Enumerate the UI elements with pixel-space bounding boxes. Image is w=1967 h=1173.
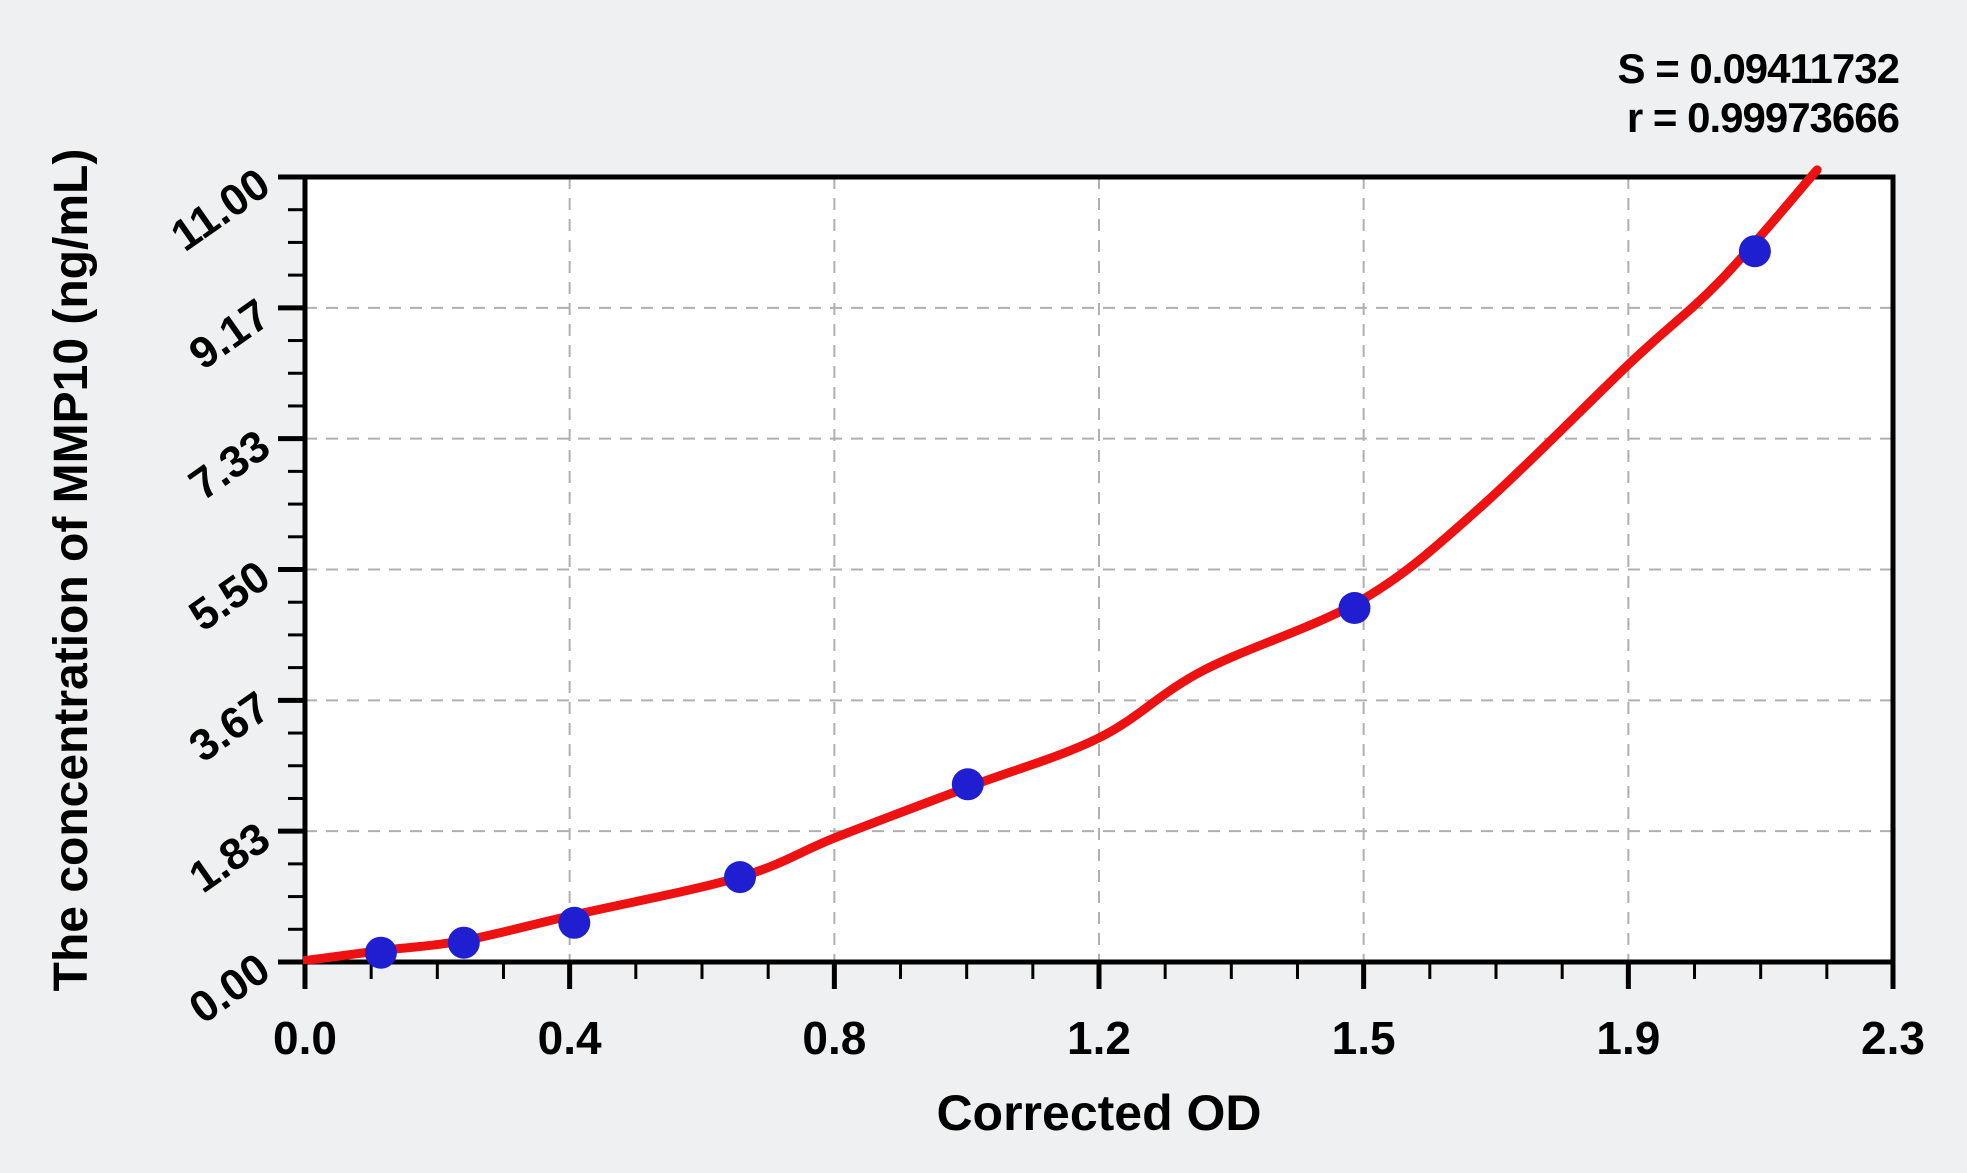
x-tick-label: 0.8 — [802, 1012, 866, 1064]
x-tick-label: 1.5 — [1332, 1012, 1396, 1064]
y-tick-label: 11.00 — [162, 159, 278, 261]
y-tick-label: 3.67 — [180, 682, 278, 771]
y-tick-label: 7.33 — [180, 421, 278, 510]
y-axis-title: The concentration of MMP10 (ng/mL) — [45, 148, 98, 992]
y-tick-label: 9.17 — [180, 290, 278, 379]
x-tick-label: 1.2 — [1067, 1012, 1131, 1064]
data-point — [364, 936, 397, 969]
data-point — [724, 861, 756, 894]
x-tick-label: 2.3 — [1861, 1012, 1925, 1064]
stat-s-value: S = 0.09411732 — [1617, 45, 1900, 92]
x-tick-label: 0.4 — [538, 1012, 602, 1064]
fit-statistics: S = 0.09411732 r = 0.99973666 — [1617, 44, 1900, 142]
fitted-curve — [303, 165, 1822, 964]
plot-frame — [302, 174, 1896, 965]
data-point — [1338, 592, 1371, 624]
y-tick-label: 5.50 — [180, 552, 278, 641]
data-point — [951, 768, 984, 801]
data-point — [558, 906, 591, 939]
x-tick-label: 1.9 — [1596, 1012, 1660, 1064]
y-tick-label: 0.00 — [180, 944, 278, 1033]
x-axis-title: Corrected OD — [936, 1085, 1262, 1141]
y-tick-label: 1.83 — [180, 813, 278, 902]
data-point — [447, 926, 480, 959]
data-point — [1738, 235, 1771, 268]
stat-r-value: r = 0.99973666 — [1626, 94, 1900, 141]
x-tick-label: 0.0 — [273, 1012, 337, 1064]
